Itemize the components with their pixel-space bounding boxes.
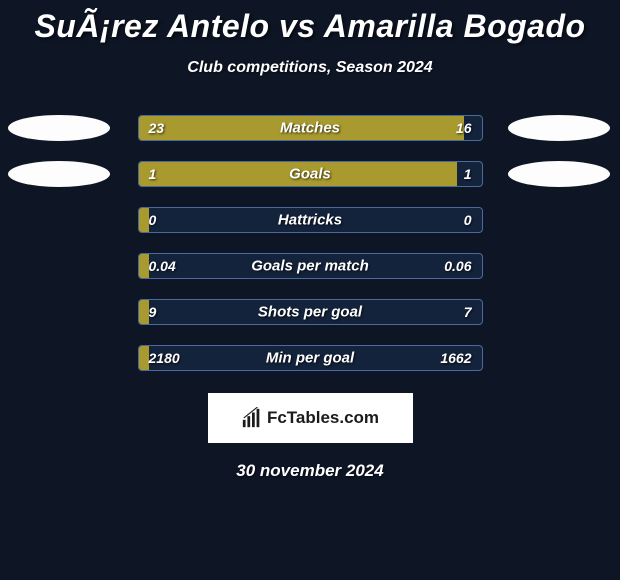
stat-label: Min per goal [266, 350, 354, 367]
stat-row: 0 Hattricks 0 [0, 207, 620, 233]
stat-value-right: 16 [456, 120, 472, 136]
comparison-panel: SuÃ¡rez Antelo vs Amarilla Bogado Club c… [0, 0, 620, 481]
stat-row: 2180 Min per goal 1662 [0, 345, 620, 371]
stat-bar: 1 Goals 1 [138, 161, 483, 187]
stat-bar-fill [139, 208, 149, 232]
chart-icon [241, 407, 263, 429]
stat-row: 0.04 Goals per match 0.06 [0, 253, 620, 279]
stat-value-left: 1 [149, 166, 157, 182]
player-badge-left [8, 161, 110, 187]
stat-row: 1 Goals 1 [0, 161, 620, 187]
stat-value-right: 0 [464, 212, 472, 228]
stat-bar: 2180 Min per goal 1662 [138, 345, 483, 371]
stat-bar-fill [139, 254, 149, 278]
date-text: 30 november 2024 [0, 461, 620, 481]
stat-value-right: 1662 [440, 350, 471, 366]
stat-row: 9 Shots per goal 7 [0, 299, 620, 325]
stat-value-right: 0.06 [444, 258, 471, 274]
stat-bar: 0 Hattricks 0 [138, 207, 483, 233]
subtitle: Club competitions, Season 2024 [0, 59, 620, 77]
stat-value-right: 7 [464, 304, 472, 320]
logo-text: FcTables.com [267, 408, 379, 428]
stat-label: Hattricks [278, 212, 342, 229]
stat-bar: 0.04 Goals per match 0.06 [138, 253, 483, 279]
stat-label: Goals per match [251, 258, 369, 275]
stat-bar-fill [139, 346, 149, 370]
logo-badge: FcTables.com [208, 393, 413, 443]
page-title: SuÃ¡rez Antelo vs Amarilla Bogado [0, 8, 620, 45]
stat-bar: 23 Matches 16 [138, 115, 483, 141]
player-badge-right [508, 115, 610, 141]
stat-value-left: 23 [149, 120, 165, 136]
stat-value-left: 2180 [149, 350, 180, 366]
stat-bar: 9 Shots per goal 7 [138, 299, 483, 325]
stat-label: Goals [289, 166, 331, 183]
stat-value-left: 0 [149, 212, 157, 228]
stat-bar-fill [139, 300, 149, 324]
stat-value-left: 0.04 [149, 258, 176, 274]
stat-label: Matches [280, 120, 340, 137]
stat-value-right: 1 [464, 166, 472, 182]
player-badge-left [8, 115, 110, 141]
stat-row: 23 Matches 16 [0, 115, 620, 141]
stat-label: Shots per goal [258, 304, 362, 321]
stats-rows: 23 Matches 16 1 Goals 1 0 Hattricks 0 0.04 Goals p… [0, 115, 620, 371]
player-badge-right [508, 161, 610, 187]
stat-value-left: 9 [149, 304, 157, 320]
